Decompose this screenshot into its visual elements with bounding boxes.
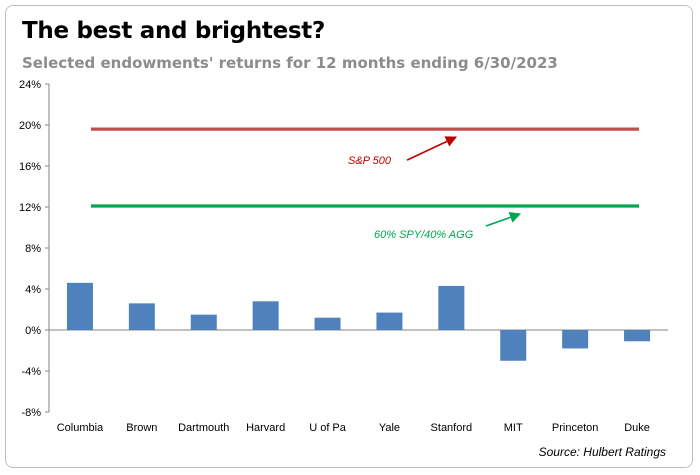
y-tick-label: 16% (19, 161, 41, 173)
y-tick-label: 24% (19, 79, 41, 91)
chart-subtitle: Selected endowments' returns for 12 mont… (22, 54, 558, 72)
y-tick-label: 0% (25, 325, 41, 337)
y-tick-label: -4% (21, 366, 41, 378)
x-tick-label: MIT (504, 422, 523, 434)
x-tick-label: U of Pa (309, 422, 347, 434)
bar-columbia (66, 282, 93, 330)
sp500-annotation-label: S&P 500 (348, 155, 392, 167)
y-tick-label: 20% (19, 120, 41, 132)
y-tick-label: 4% (25, 284, 41, 296)
y-tick-label: -8% (21, 407, 41, 419)
bar-harvard (252, 301, 279, 330)
bar-dartmouth (190, 314, 217, 330)
x-tick-label: Harvard (246, 422, 285, 434)
chart-source: Source: Hulbert Ratings (538, 445, 666, 459)
chart-frame (5, 5, 693, 468)
bar-princeton (562, 330, 589, 349)
bar-stanford (438, 285, 465, 330)
x-tick-label: Brown (126, 422, 157, 434)
x-tick-label: Duke (624, 422, 650, 434)
x-tick-label: Stanford (431, 422, 473, 434)
balanced-annotation-label: 60% SPY/40% AGG (374, 229, 474, 241)
x-tick-label: Princeton (552, 422, 598, 434)
balanced-annotation-arrow (485, 212, 522, 227)
bar-mit (500, 330, 527, 361)
x-tick-label: Yale (379, 422, 400, 434)
bar-brown (128, 303, 155, 330)
sp500-annotation-arrow (406, 136, 458, 161)
bar-duke (624, 330, 651, 342)
y-tick-label: 8% (25, 243, 41, 255)
bar-yale (376, 312, 403, 330)
x-tick-label: Dartmouth (178, 422, 229, 434)
chart-title: The best and brightest? (22, 18, 326, 44)
x-tick-label: Columbia (57, 422, 104, 434)
bar-u-of-pa (314, 317, 341, 330)
y-tick-label: 12% (19, 202, 41, 214)
